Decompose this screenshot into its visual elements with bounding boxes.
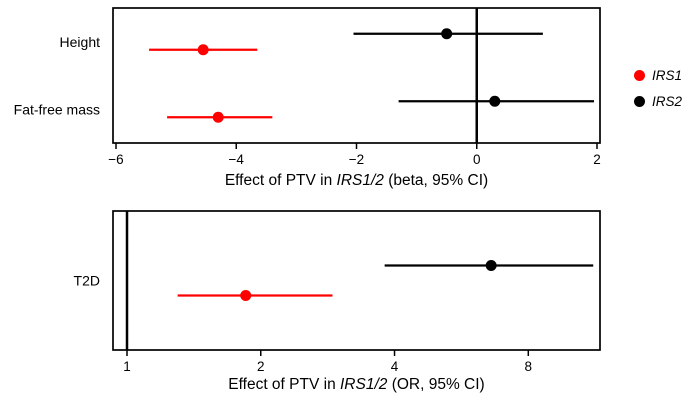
x-axis-label-or-prefix: Effect of PTV in [228, 376, 340, 393]
svg-text:1: 1 [123, 359, 131, 374]
svg-text:Height: Height [60, 34, 101, 50]
legend-label-irs2: IRS2 [652, 93, 683, 109]
svg-text:2: 2 [257, 359, 265, 374]
svg-text:2: 2 [593, 152, 601, 167]
svg-text:T2D: T2D [74, 273, 100, 289]
svg-text:−4: −4 [229, 152, 245, 167]
beta-forest-panel: −6 −4 −2 0 2 Height Fat-free mass [14, 7, 601, 167]
x-axis-label-beta-prefix: Effect of PTV in [224, 172, 337, 189]
x-axis-label-or-suffix: (OR, 95% CI) [387, 376, 485, 393]
x-axis-label-beta-gene: IRS1/2 [336, 172, 384, 189]
svg-text:0: 0 [473, 152, 481, 167]
svg-text:−6: −6 [108, 152, 123, 167]
svg-text:Fat-free mass: Fat-free mass [14, 101, 100, 117]
svg-text:4: 4 [391, 359, 399, 374]
irs2-dot-icon [634, 95, 645, 107]
x-axis-label-beta-suffix: (beta, 95% CI) [383, 172, 489, 189]
legend-item-irs1: IRS1 [634, 62, 682, 88]
x-axis-label-or-gene: IRS1/2 [340, 376, 388, 393]
svg-text:8: 8 [525, 359, 533, 374]
legend: IRS1 IRS2 [634, 62, 682, 114]
x-axis-label-or: Effect of PTV in IRS1/2 (OR, 95% CI) [113, 376, 600, 394]
legend-item-irs2: IRS2 [634, 88, 682, 114]
svg-text:−2: −2 [349, 152, 364, 167]
or-forest-panel: 1 2 4 8 T2D [74, 210, 601, 374]
irs1-dot-icon [634, 69, 645, 81]
legend-label-irs1: IRS1 [652, 67, 683, 83]
x-axis-label-beta: Effect of PTV in IRS1/2 (beta, 95% CI) [113, 172, 600, 190]
